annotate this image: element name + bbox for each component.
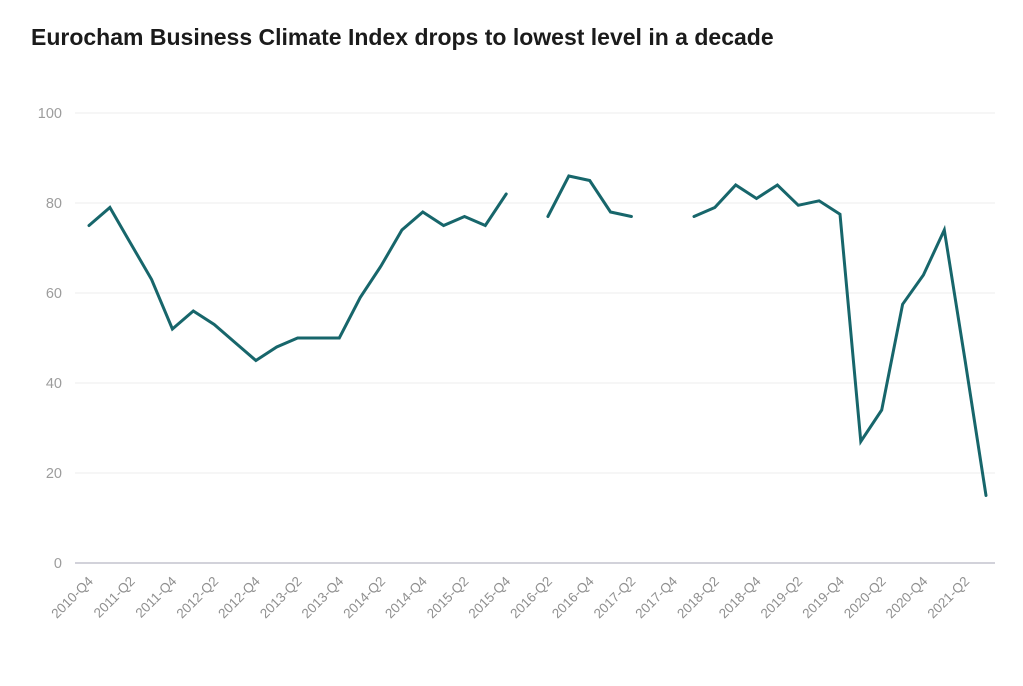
x-tick-label: 2012-Q4 xyxy=(215,573,263,621)
y-tick-label: 60 xyxy=(46,286,62,302)
x-tick-label: 2012-Q2 xyxy=(174,574,222,622)
x-tick-label: 2019-Q4 xyxy=(799,573,847,621)
gridlines xyxy=(75,112,995,564)
y-axis-tick-labels: 0 20 40 60 80 100 xyxy=(38,106,62,572)
y-tick-label: 80 xyxy=(46,196,62,212)
y-tick-label: 0 xyxy=(54,556,62,572)
bci-line-series xyxy=(87,174,988,497)
x-tick-label: 2011-Q4 xyxy=(133,573,180,620)
x-tick-label: 2014-Q2 xyxy=(340,574,388,622)
x-tick-label: 2013-Q2 xyxy=(257,574,305,622)
x-tick-label: 2016-Q2 xyxy=(507,574,555,622)
x-axis-tick-labels: 2010-Q42011-Q22011-Q42012-Q22012-Q42013-… xyxy=(48,573,972,621)
x-tick-label: 2020-Q4 xyxy=(883,573,931,621)
y-tick-label: 20 xyxy=(46,466,62,482)
bci-line-segment xyxy=(87,192,508,363)
x-tick-label: 2018-Q4 xyxy=(716,573,764,621)
x-tick-label: 2015-Q4 xyxy=(466,573,514,621)
x-tick-label: 2019-Q2 xyxy=(758,574,806,622)
x-tick-label: 2011-Q2 xyxy=(91,574,138,621)
x-tick-label: 2014-Q4 xyxy=(382,573,430,621)
y-tick-label: 100 xyxy=(38,106,62,122)
chart-title: Eurocham Business Climate Index drops to… xyxy=(31,24,774,50)
y-tick-label: 40 xyxy=(46,376,62,392)
bci-line-segment xyxy=(692,183,988,497)
x-tick-label: 2018-Q2 xyxy=(674,574,722,622)
x-tick-label: 2015-Q2 xyxy=(424,574,472,622)
x-tick-label: 2017-Q2 xyxy=(591,574,639,622)
x-tick-label: 2017-Q4 xyxy=(632,573,680,621)
x-tick-label: 2016-Q4 xyxy=(549,573,597,621)
x-tick-label: 2020-Q2 xyxy=(841,574,889,622)
x-tick-label: 2021-Q2 xyxy=(924,574,972,622)
bci-line-segment xyxy=(546,174,633,218)
x-tick-label: 2013-Q4 xyxy=(299,573,347,621)
x-tick-label: 2010-Q4 xyxy=(48,573,96,621)
